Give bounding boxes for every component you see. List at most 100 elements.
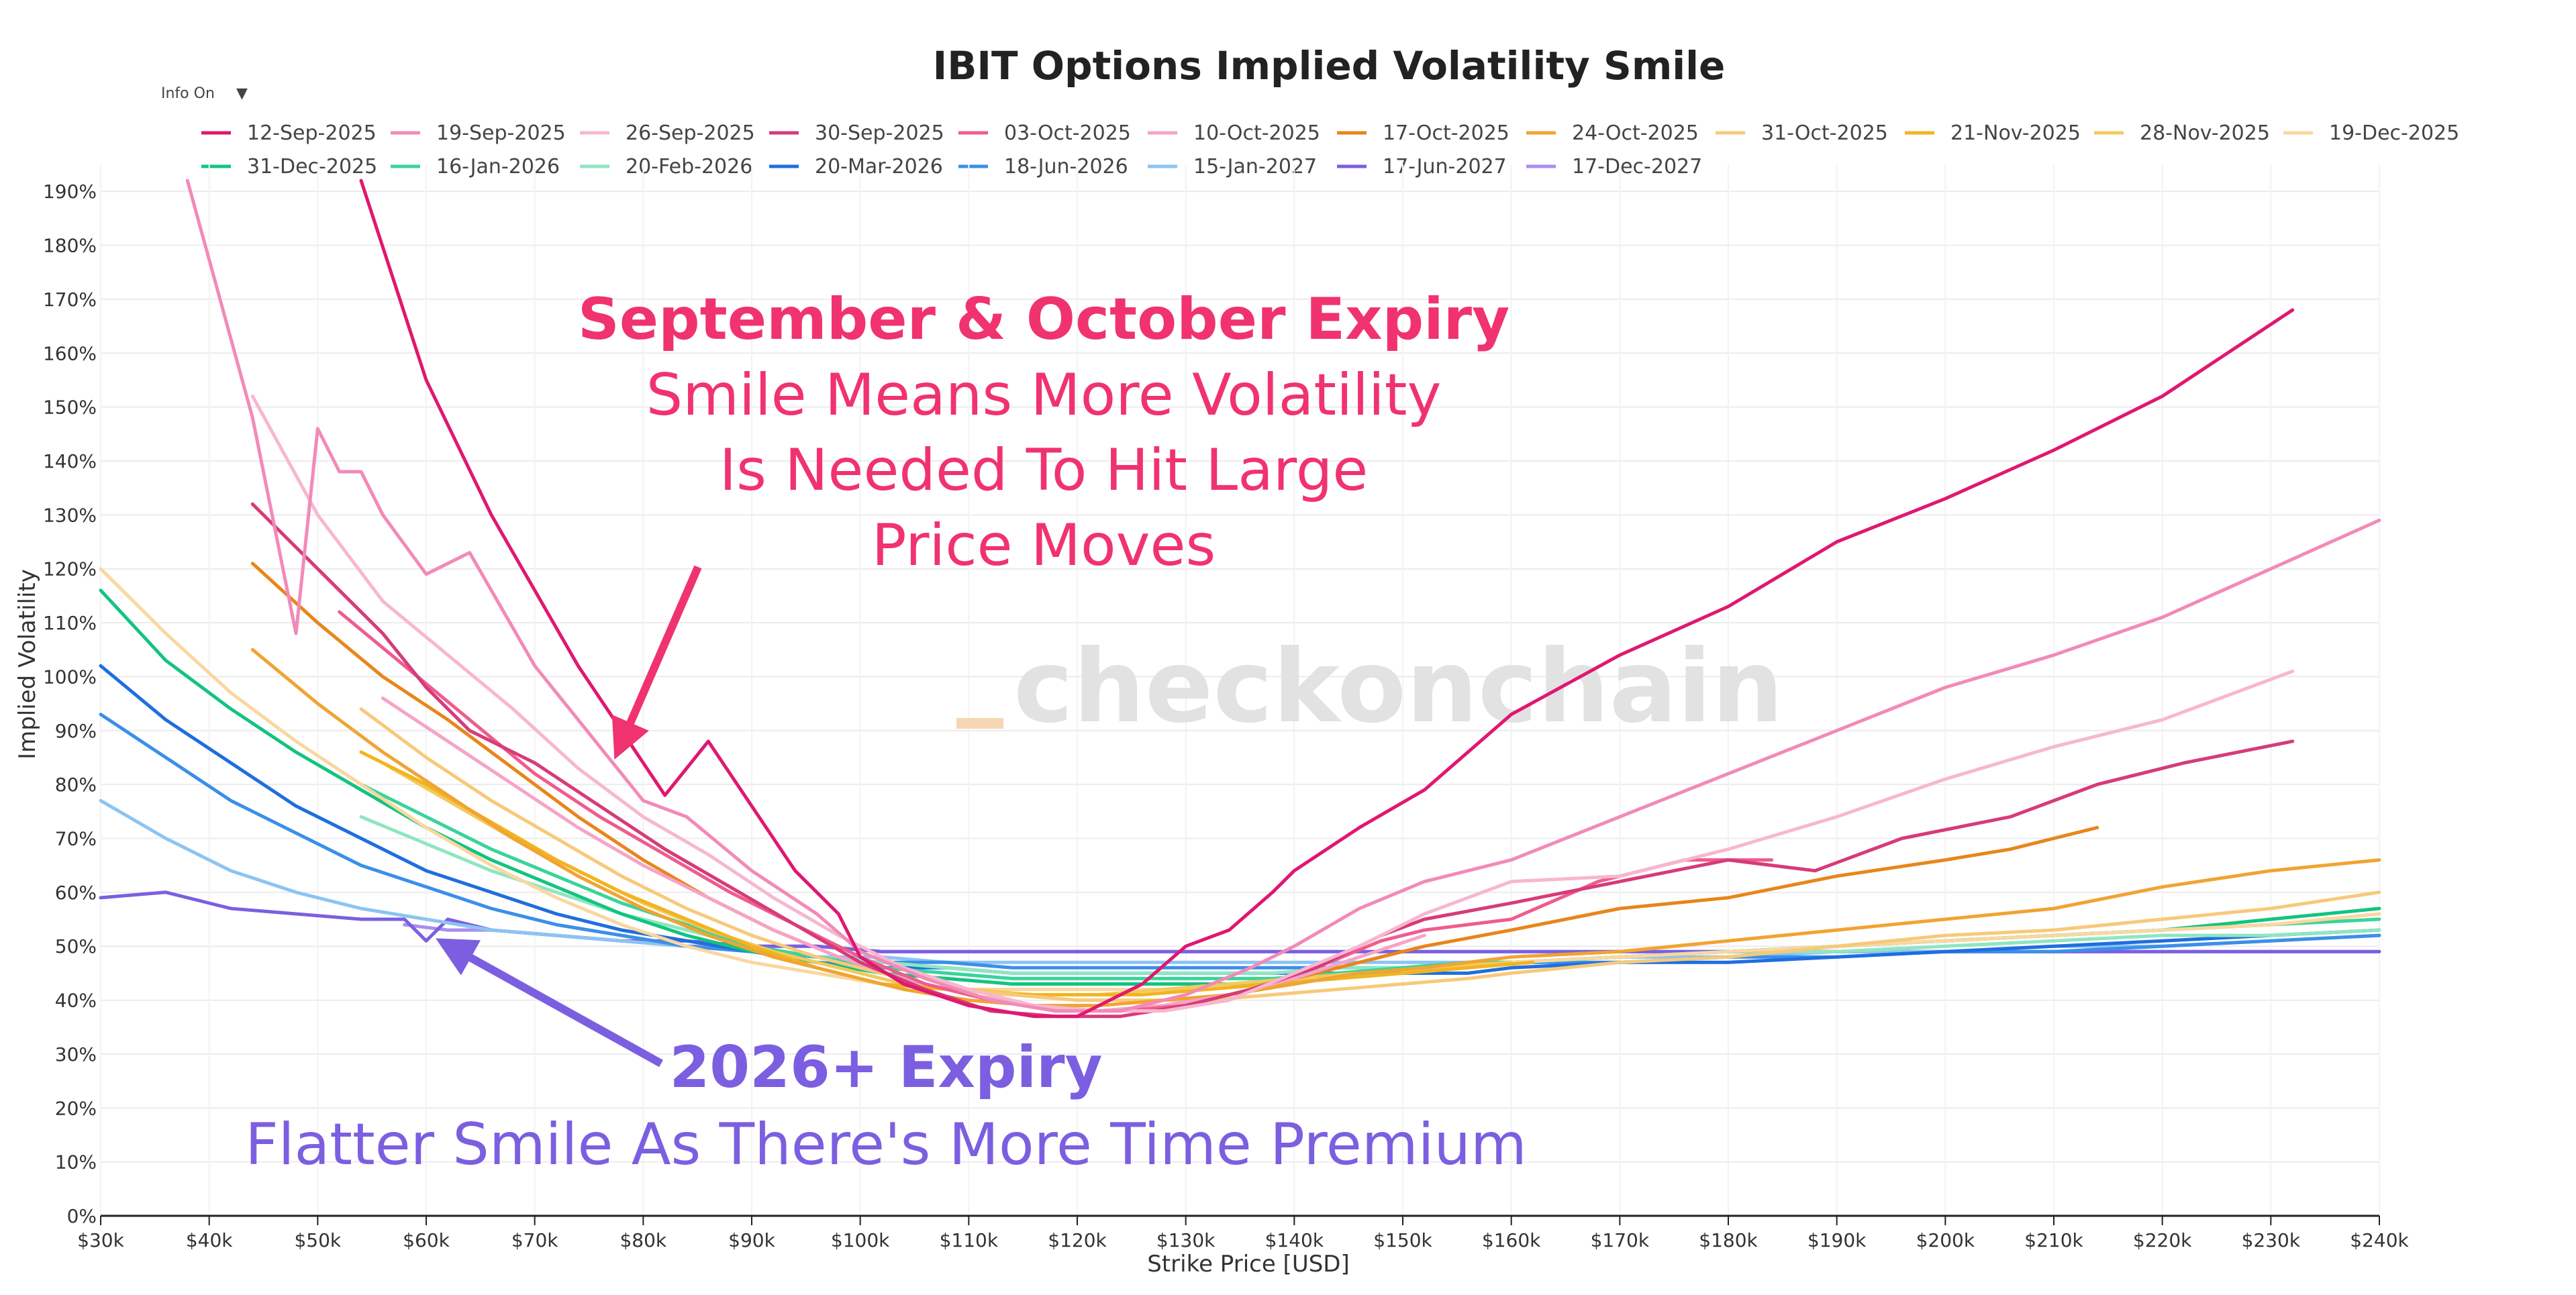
annotation-sep-oct-heading: September & October Expiry <box>578 286 1509 353</box>
x-tick-label: $150k <box>1373 1229 1432 1251</box>
legend-label: 18-Jun-2026 <box>1004 155 1128 178</box>
legend-item[interactable]: 19-Dec-2025 <box>2283 121 2459 145</box>
x-tick-label: $140k <box>1265 1229 1324 1251</box>
x-tick-label: $70k <box>511 1229 558 1251</box>
y-tick-label: 190% <box>43 180 97 203</box>
watermark: checkonchain <box>1013 629 1783 745</box>
legend-item[interactable]: 18-Jun-2026 <box>958 155 1128 178</box>
x-tick-label: $30k <box>77 1229 124 1251</box>
legend-label: 21-Nov-2025 <box>1950 121 2081 145</box>
legend-item[interactable]: 31-Dec-2025 <box>201 155 377 178</box>
y-tick-label: 140% <box>43 450 97 472</box>
legend-item[interactable]: 17-Oct-2025 <box>1337 121 1509 145</box>
x-tick-label: $120k <box>1048 1229 1107 1251</box>
x-tick-label: $60k <box>403 1229 450 1251</box>
y-tick-label: 180% <box>43 235 97 257</box>
legend-item[interactable]: 10-Oct-2025 <box>1148 121 1320 145</box>
legend-label: 30-Sep-2025 <box>815 121 944 145</box>
legend-item[interactable]: 17-Dec-2027 <box>1526 155 1702 178</box>
x-tick-label: $80k <box>620 1229 666 1251</box>
y-tick-label: 80% <box>55 774 97 796</box>
legend-label: 20-Mar-2026 <box>815 155 943 178</box>
y-tick-label: 170% <box>43 289 97 311</box>
info-toggle-label: Info On <box>161 85 215 102</box>
legend-label: 20-Feb-2026 <box>626 155 752 178</box>
y-tick-label: 30% <box>55 1043 97 1066</box>
axes: $30k $40k $50k $60k $70k $80k $90k $100k $110k $1… <box>43 180 2410 1251</box>
legend-label: 28-Nov-2025 <box>2140 121 2270 145</box>
series-line-30-Sep-2025 <box>250 502 2295 1019</box>
x-tick-label: $170k <box>1591 1229 1650 1251</box>
legend-item[interactable]: 20-Feb-2026 <box>580 155 752 178</box>
legend-label: 03-Oct-2025 <box>1004 121 1131 145</box>
series-line-19-Sep-2025 <box>185 178 2381 1013</box>
y-tick-label: 10% <box>55 1151 97 1174</box>
annotation-long-dated-arrow <box>436 938 663 1068</box>
x-tick-label: $230k <box>2242 1229 2301 1251</box>
legend-item[interactable]: 19-Sep-2025 <box>391 121 566 145</box>
legend-label: 12-Sep-2025 <box>247 121 377 145</box>
annotation-sep-oct-line-1: Smile Means More Volatility <box>646 362 1442 429</box>
legend-label: 19-Sep-2025 <box>436 121 566 145</box>
legend-item[interactable]: 16-Jan-2026 <box>391 155 560 178</box>
x-tick-label: $160k <box>1482 1229 1541 1251</box>
chart-title: IBIT Options Implied Volatility Smile <box>933 43 1726 89</box>
x-tick-label: $180k <box>1699 1229 1758 1251</box>
x-tick-label: $220k <box>2133 1229 2192 1251</box>
legend-item[interactable]: 30-Sep-2025 <box>769 121 944 145</box>
y-tick-label: 150% <box>43 397 97 419</box>
annotation-long-dated-heading: 2026+ Expiry <box>669 1034 1102 1101</box>
x-tick-label: $90k <box>728 1229 775 1251</box>
x-tick-label: $110k <box>940 1229 999 1251</box>
x-tick-label: $100k <box>831 1229 890 1251</box>
y-tick-label: 20% <box>55 1097 97 1119</box>
legend-item[interactable]: 21-Nov-2025 <box>1905 121 2081 145</box>
y-axis-label: Implied Volatility <box>14 569 41 760</box>
legend-label: 17-Jun-2027 <box>1383 155 1507 178</box>
legend-label: 17-Oct-2025 <box>1383 121 1509 145</box>
legend-label: 26-Sep-2025 <box>626 121 755 145</box>
legend-item[interactable]: 17-Jun-2027 <box>1337 155 1507 178</box>
legend-label: 19-Dec-2025 <box>2329 121 2459 145</box>
y-tick-label: 40% <box>55 990 97 1012</box>
y-tick-label: 130% <box>43 504 97 526</box>
x-tick-label: $50k <box>294 1229 341 1251</box>
legend-label: 10-Oct-2025 <box>1193 121 1320 145</box>
series-line-20-Feb-2026 <box>359 815 2381 975</box>
legend-item[interactable]: 24-Oct-2025 <box>1526 121 1699 145</box>
y-tick-label: 0% <box>67 1205 97 1227</box>
info-toggle[interactable]: Info On ▼ <box>161 85 248 102</box>
annotation-long-dated: 2026+ Expiry Flatter Smile As There's Mo… <box>245 938 1527 1178</box>
y-tick-label: 90% <box>55 720 97 742</box>
legend-item[interactable]: 20-Mar-2026 <box>769 155 943 178</box>
grid <box>100 164 2380 1216</box>
x-tick-label: $200k <box>1916 1229 1975 1251</box>
legend-label: 15-Jan-2027 <box>1193 155 1317 178</box>
x-tick-label: $210k <box>2024 1229 2083 1251</box>
legend-label: 17-Dec-2027 <box>1572 155 1702 178</box>
legend-item[interactable]: 31-Oct-2025 <box>1716 121 1888 145</box>
y-tick-label: 110% <box>43 612 97 634</box>
legend-item[interactable]: 26-Sep-2025 <box>580 121 755 145</box>
y-tick-label: 100% <box>43 666 97 688</box>
x-tick-label: $130k <box>1156 1229 1216 1251</box>
annotation-sep-oct-arrow <box>611 565 702 760</box>
annotation-sep-oct-line-2: Is Needed To Hit Large <box>720 437 1369 504</box>
annotation-sep-oct-line-3: Price Moves <box>872 512 1216 579</box>
legend-item[interactable]: 28-Nov-2025 <box>2094 121 2270 145</box>
y-tick-label: 70% <box>55 827 97 849</box>
y-tick-label: 120% <box>43 558 97 580</box>
legend-item[interactable]: 15-Jan-2027 <box>1148 155 1317 178</box>
legend-label: 31-Dec-2025 <box>247 155 377 178</box>
legend-item[interactable]: 03-Oct-2025 <box>958 121 1131 145</box>
annotation-long-dated-line-1: Flatter Smile As There's More Time Premi… <box>245 1111 1527 1178</box>
y-tick-label: 60% <box>55 882 97 904</box>
y-tick-label: 160% <box>43 342 97 364</box>
x-axis-label: Strike Price [USD] <box>1147 1251 1349 1278</box>
legend-item[interactable]: 12-Sep-2025 <box>201 121 377 145</box>
legend-label: 16-Jan-2026 <box>436 155 560 178</box>
legend-label: 31-Oct-2025 <box>1761 121 1888 145</box>
y-tick-label: 50% <box>55 935 97 957</box>
x-tick-label: $40k <box>186 1229 233 1251</box>
